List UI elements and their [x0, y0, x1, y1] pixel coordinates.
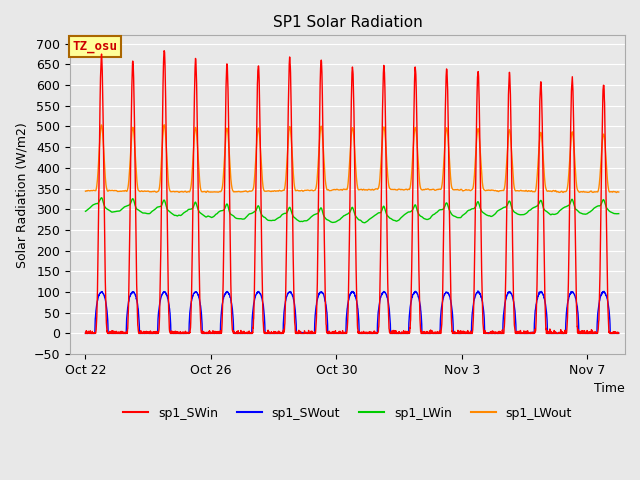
sp1_LWout: [502, 172, 509, 178]
sp1_LWin: [502, 204, 510, 210]
sp1_LWout: [82, 188, 90, 194]
sp1_LWin: [615, 211, 623, 216]
Line: sp1_LWin: sp1_LWin: [86, 198, 619, 223]
Legend: sp1_SWin, sp1_SWout, sp1_LWin, sp1_LWout: sp1_SWin, sp1_SWout, sp1_LWin, sp1_LWout: [118, 402, 577, 425]
sp1_LWin: [361, 220, 369, 226]
sp1_LWout: [160, 122, 168, 128]
sp1_SWin: [124, 331, 131, 336]
sp1_SWout: [375, 304, 383, 310]
Line: sp1_LWout: sp1_LWout: [86, 125, 619, 192]
sp1_LWout: [197, 187, 205, 192]
sp1_SWout: [82, 330, 90, 336]
sp1_LWout: [375, 184, 383, 190]
Line: sp1_SWout: sp1_SWout: [86, 291, 619, 334]
sp1_SWin: [375, 324, 383, 330]
sp1_LWin: [242, 215, 250, 220]
sp1_LWout: [190, 142, 198, 148]
Title: SP1 Solar Radiation: SP1 Solar Radiation: [273, 15, 422, 30]
sp1_SWin: [160, 48, 168, 54]
sp1_SWin: [615, 330, 623, 336]
sp1_SWout: [242, 331, 250, 336]
Line: sp1_SWin: sp1_SWin: [86, 51, 619, 334]
sp1_SWin: [197, 324, 205, 329]
sp1_SWout: [82, 331, 90, 336]
sp1_SWin: [242, 330, 250, 336]
sp1_SWin: [502, 269, 509, 275]
sp1_SWout: [502, 296, 510, 301]
sp1_LWin: [82, 208, 90, 214]
sp1_SWin: [82, 331, 90, 336]
sp1_LWout: [242, 188, 250, 194]
sp1_LWin: [98, 195, 106, 201]
sp1_LWout: [124, 188, 131, 193]
Text: TZ_osu: TZ_osu: [72, 40, 118, 53]
sp1_SWout: [124, 307, 131, 312]
sp1_SWout: [615, 330, 623, 336]
sp1_LWout: [612, 190, 620, 195]
Y-axis label: Solar Radiation (W/m2): Solar Radiation (W/m2): [15, 122, 28, 267]
X-axis label: Time: Time: [595, 383, 625, 396]
sp1_LWin: [190, 203, 198, 209]
sp1_SWout: [190, 291, 198, 297]
sp1_LWin: [375, 210, 383, 216]
sp1_LWin: [124, 203, 131, 208]
sp1_SWout: [474, 288, 482, 294]
sp1_SWin: [190, 133, 198, 139]
sp1_SWout: [197, 304, 205, 310]
sp1_LWout: [615, 189, 623, 195]
sp1_LWin: [197, 210, 205, 216]
